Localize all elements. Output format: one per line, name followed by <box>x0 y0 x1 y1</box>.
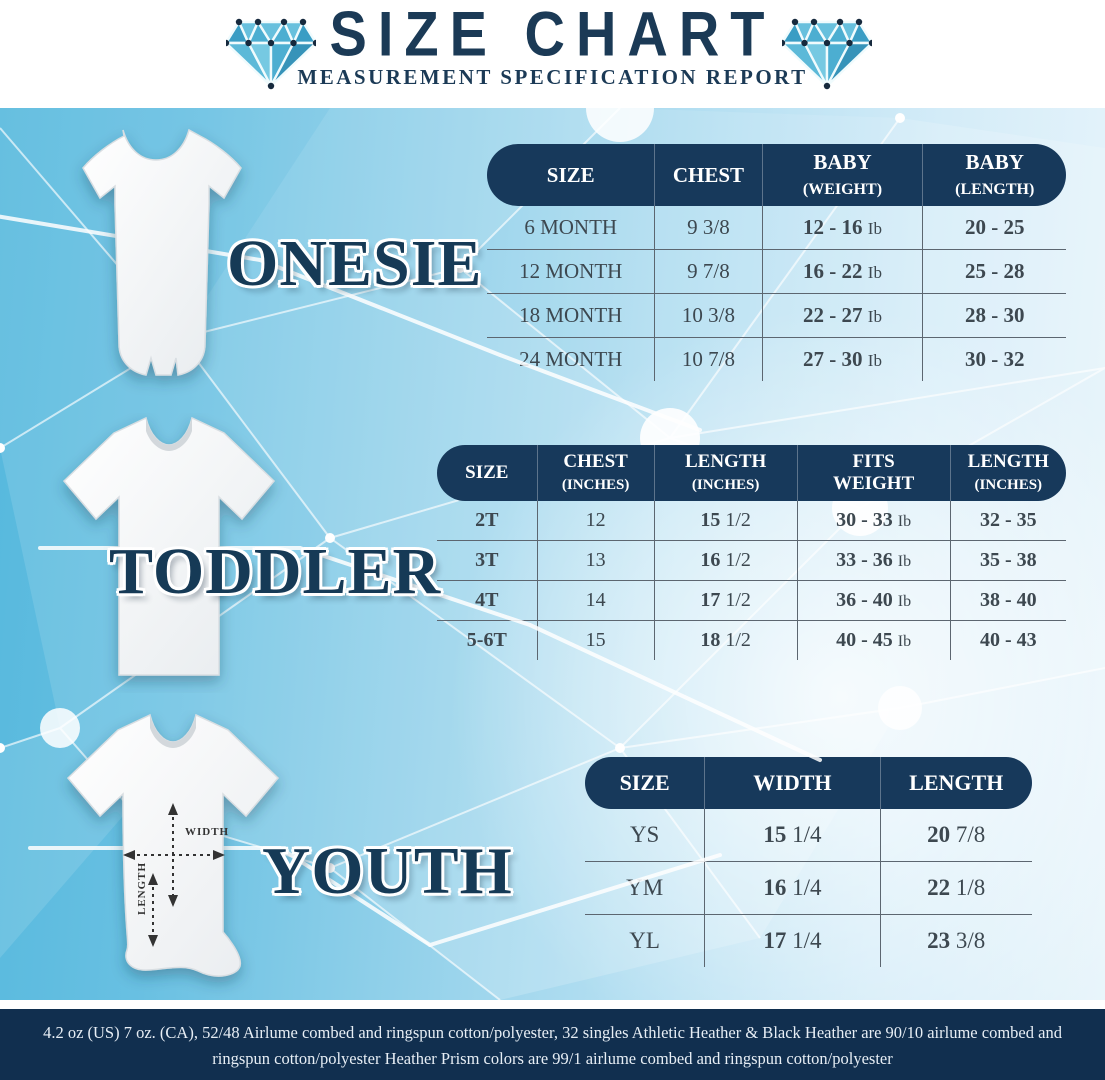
svg-text:WIDTH: WIDTH <box>185 826 229 838</box>
svg-text:LENGTH: LENGTH <box>136 862 148 915</box>
